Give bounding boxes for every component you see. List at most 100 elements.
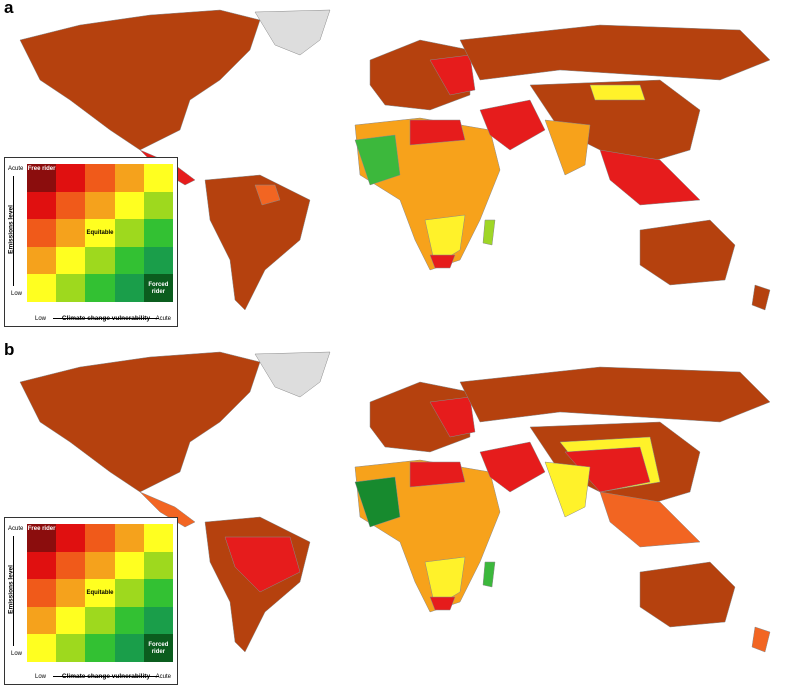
- legend-cell: [27, 634, 57, 662]
- legend-cell: Free rider: [27, 524, 57, 552]
- legend-cell: [27, 579, 57, 607]
- legend-cell: [143, 219, 173, 247]
- legend-cell: [85, 274, 115, 302]
- legend-cell: [114, 606, 144, 635]
- region-india: [544, 461, 591, 518]
- legend-cell: [143, 191, 173, 220]
- x-arrow-icon: [53, 676, 159, 677]
- legend-cell: [85, 524, 115, 552]
- region-south-africa: [429, 254, 456, 269]
- legend-cell: [114, 246, 144, 275]
- legend-cell: [143, 246, 173, 275]
- region-madagascar: [482, 219, 496, 246]
- legend-x-high: Acute: [155, 316, 171, 322]
- legend-cell: [114, 551, 144, 580]
- region-southern-africa: [424, 214, 466, 266]
- legend-cell: [114, 274, 144, 302]
- region-india: [544, 119, 591, 176]
- legend-cell-label: Free rider: [27, 166, 56, 172]
- region-central-america: [139, 491, 196, 528]
- legend-cell: [56, 274, 86, 302]
- region-new-zealand: [751, 284, 771, 311]
- panel-b: b Acute Low Emissions level Free rider Eq…: [0, 340, 787, 685]
- legend-cell-label: Equitable: [86, 590, 114, 597]
- legend-cell: Forced rider: [143, 274, 173, 302]
- legend-cell: [85, 634, 115, 662]
- legend-cell: Equitable: [85, 579, 115, 607]
- region-south-america: [204, 174, 311, 311]
- legend-cell: [143, 606, 173, 635]
- legend-y-low: Low: [11, 291, 23, 297]
- legend-cell-label: Forced rider: [148, 282, 169, 296]
- legend-y-title: Emissions level: [7, 565, 15, 614]
- legend-cell: [27, 246, 57, 275]
- panel-label-b: b: [4, 340, 15, 359]
- legend-y-high: Acute: [8, 526, 24, 532]
- panel-label-a: a: [4, 0, 14, 17]
- legend-cell: [114, 579, 144, 607]
- legend-x-high: Acute: [155, 674, 171, 680]
- legend-b: Acute Low Emissions level Free rider Equi…: [4, 517, 178, 685]
- region-west-africa: [354, 476, 401, 528]
- y-arrow-icon: [13, 176, 14, 286]
- legend-x-title: Climate change vulnerability: [61, 673, 151, 680]
- region-brazil: [224, 536, 301, 593]
- legend-cell: [114, 219, 144, 247]
- region-europe: [369, 39, 471, 111]
- legend-cell: [56, 246, 86, 275]
- y-arrow-icon: [13, 536, 14, 646]
- region-australia: [639, 561, 736, 628]
- legend-y-high: Acute: [8, 166, 24, 172]
- legend-cell-label: Free rider: [27, 526, 56, 532]
- world-map-b: [19, 351, 771, 653]
- region-australia: [639, 219, 736, 286]
- legend-cell: [85, 606, 115, 635]
- region-southeast-asia: [599, 491, 701, 548]
- legend-grid-b: Free rider Equitable Forced rider: [27, 524, 173, 662]
- region-north-africa: [409, 461, 466, 488]
- legend-cell: [56, 164, 86, 192]
- legend-cell: [27, 551, 57, 580]
- legend-grid-a: Free rider Equitable Forced rider: [27, 164, 173, 302]
- legend-cell: [27, 219, 57, 247]
- legend-cell: [143, 579, 173, 607]
- region-north-africa: [409, 119, 466, 146]
- region-south-africa: [429, 596, 456, 611]
- legend-cell: [27, 274, 57, 302]
- region-north-america: [19, 9, 261, 151]
- legend-cell: [114, 164, 144, 192]
- legend-x-low: Low: [35, 674, 47, 680]
- legend-cell: [143, 164, 173, 192]
- legend-cell: [85, 246, 115, 275]
- region-southeast-asia: [599, 149, 701, 206]
- legend-cell: Forced rider: [143, 634, 173, 662]
- legend-cell: [56, 191, 86, 220]
- legend-cell: [85, 164, 115, 192]
- legend-cell: [114, 191, 144, 220]
- panel-a: a Acute Low Emissions level Free rider Eq…: [0, 0, 787, 340]
- legend-cell: [143, 524, 173, 552]
- region-europe: [369, 381, 471, 453]
- legend-cell: [56, 579, 86, 607]
- legend-cell: [56, 606, 86, 635]
- legend-y-low: Low: [11, 651, 23, 657]
- legend-cell: [114, 524, 144, 552]
- region-east-europe: [429, 396, 476, 438]
- region-middle-east: [479, 441, 546, 493]
- region-southern-africa: [424, 556, 466, 608]
- legend-cell: [56, 524, 86, 552]
- legend-cell: [85, 551, 115, 580]
- legend-cell-label: Equitable: [86, 230, 114, 237]
- region-brazil: [254, 184, 281, 206]
- legend-cell: [143, 551, 173, 580]
- legend-cell: [85, 191, 115, 220]
- legend-cell: [27, 606, 57, 635]
- region-russia: [459, 366, 771, 423]
- region-middle-east: [479, 99, 546, 151]
- legend-cell: [56, 551, 86, 580]
- legend-a: Acute Low Emissions level Free rider Equi…: [4, 157, 178, 327]
- legend-cell: [56, 634, 86, 662]
- legend-cell-label: Forced rider: [148, 642, 169, 656]
- region-new-zealand: [751, 626, 771, 653]
- region-greenland: [254, 351, 331, 398]
